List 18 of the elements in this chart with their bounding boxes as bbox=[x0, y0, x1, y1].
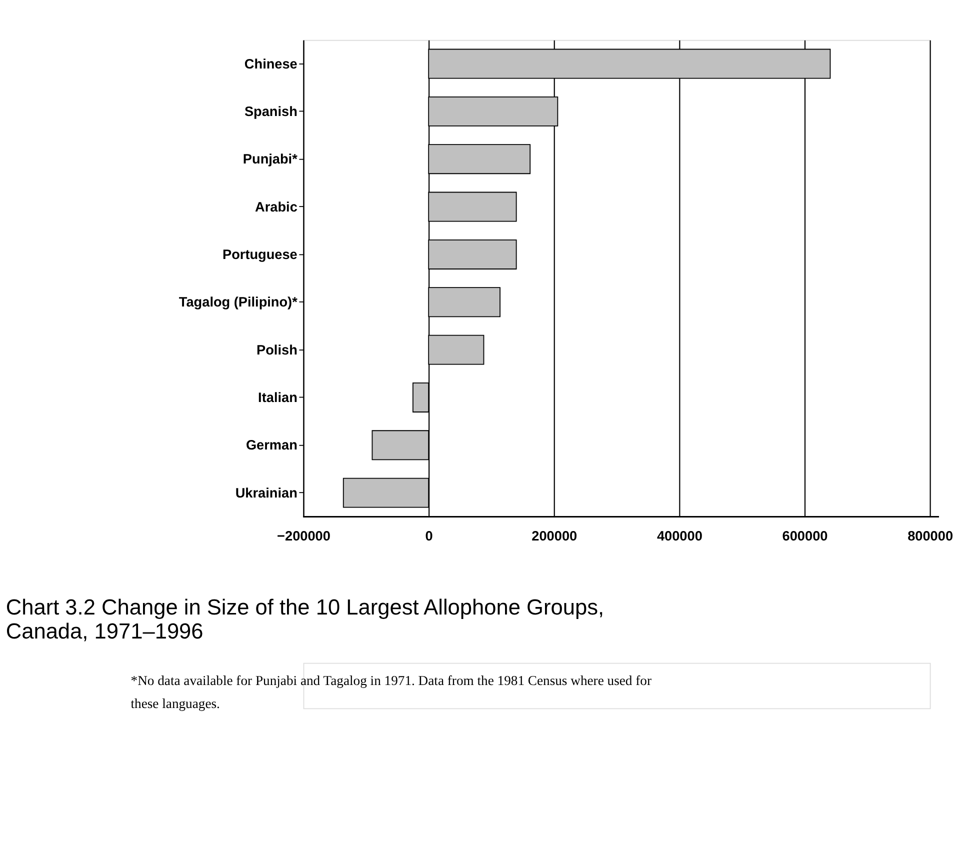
text: Chart 3.2 Change in Size of the 10 Largest Allophone Groups, Canada, 1971–1996 bbox=[6, 594, 604, 644]
x-tick-label: 800000 bbox=[908, 528, 954, 544]
y-tick-label: Ukrainian bbox=[235, 485, 298, 500]
x-tick-label: 400000 bbox=[656, 528, 703, 544]
y-tick-label: Tagalog (Pilipino)* bbox=[178, 294, 298, 310]
y-tick-label: Portuguese bbox=[222, 246, 298, 262]
y-tick-label: German bbox=[246, 438, 298, 453]
x-tick-label: 200000 bbox=[532, 528, 578, 544]
y-tick-label: Spanish bbox=[244, 104, 298, 119]
y-tick-label: Polish bbox=[256, 342, 298, 358]
y-tick-label: Chinese bbox=[244, 56, 298, 72]
y-tick-label: Punjabi* bbox=[242, 152, 298, 167]
text: *No data available for Punjabi and Tagalog in 1971. Data from the 1981 Census where used for these languages. bbox=[130, 673, 652, 711]
x-tick-label: 0 bbox=[425, 528, 434, 544]
x-tick-label: −200000 bbox=[277, 528, 331, 544]
y-tick-label: Italian bbox=[258, 390, 298, 406]
x-tick-label: 600000 bbox=[782, 528, 828, 544]
y-tick-label: Arabic bbox=[255, 199, 298, 214]
